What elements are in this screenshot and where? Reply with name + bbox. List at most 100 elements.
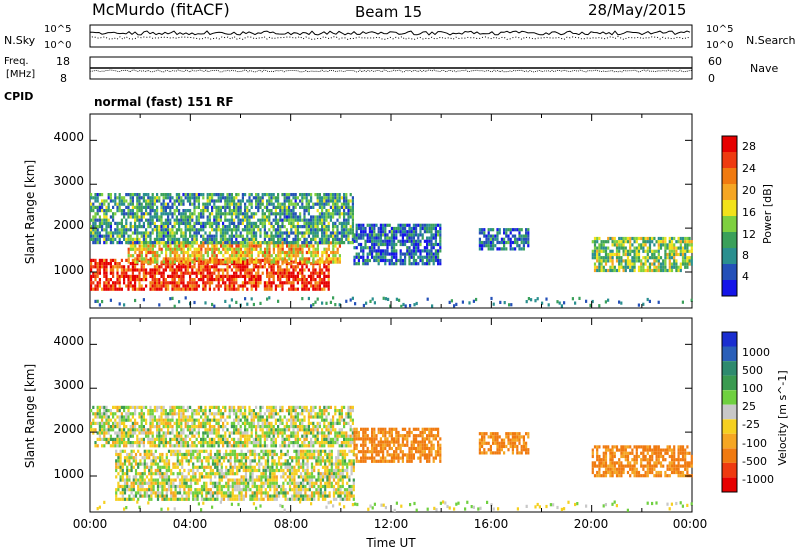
power-cell-near bbox=[332, 296, 335, 300]
power-cell-0 bbox=[167, 284, 170, 288]
power-cell-3 bbox=[357, 258, 360, 263]
power-cell-2 bbox=[140, 196, 143, 200]
power-cell-0 bbox=[153, 284, 156, 288]
power-cell-0 bbox=[180, 262, 183, 266]
power-cell-near bbox=[158, 303, 161, 307]
vel-cell-0 bbox=[156, 468, 160, 473]
power-cell-3 bbox=[368, 252, 371, 256]
power-cell-3 bbox=[419, 258, 422, 263]
power-cell-near bbox=[510, 303, 513, 307]
power-cell-2 bbox=[96, 241, 99, 245]
vel-cell-0 bbox=[167, 484, 171, 489]
power-cell-0 bbox=[296, 262, 299, 266]
power-cell-5 bbox=[684, 252, 687, 257]
power-cell-2 bbox=[257, 241, 260, 245]
vel-cell-0 bbox=[150, 462, 153, 466]
power-cell-3 bbox=[373, 233, 376, 237]
power-cell-0 bbox=[112, 284, 115, 288]
power-cell-near bbox=[123, 303, 126, 307]
power-cell-1 bbox=[266, 244, 269, 248]
power-cell-2 bbox=[340, 196, 343, 200]
vel-cell-0 bbox=[297, 481, 300, 485]
vel-cell-0 bbox=[282, 488, 285, 492]
power-cell-2 bbox=[173, 225, 176, 229]
power-cell-2 bbox=[340, 202, 343, 206]
power-cell-2 bbox=[131, 209, 134, 213]
power-cell-0 bbox=[182, 287, 185, 291]
vel-cell-0 bbox=[321, 449, 325, 453]
power-cell-0 bbox=[241, 287, 244, 291]
vel-cell-0 bbox=[152, 478, 155, 482]
vel-cell-0 bbox=[165, 468, 168, 473]
power-cell-3 bbox=[353, 262, 356, 266]
power-cell-5 bbox=[670, 265, 674, 269]
power-cell-2 bbox=[270, 209, 273, 213]
power-cell-2 bbox=[299, 215, 302, 219]
power-cell-1 bbox=[257, 254, 260, 258]
power-cell-3 bbox=[382, 255, 385, 259]
power-cell-0 bbox=[239, 268, 242, 272]
power-cell-1 bbox=[156, 257, 159, 261]
power-cell-4 bbox=[498, 228, 501, 232]
power-cell-0 bbox=[327, 268, 330, 272]
power-cell-2 bbox=[281, 231, 284, 235]
vel-cell-0 bbox=[293, 468, 296, 473]
power-cell-2 bbox=[252, 212, 255, 216]
vel-cell-0 bbox=[178, 449, 182, 453]
power-cell-5 bbox=[624, 259, 627, 263]
power-cell-0 bbox=[92, 287, 95, 291]
vel-cell-0 bbox=[216, 494, 219, 498]
power-cell-2 bbox=[131, 215, 134, 219]
power-cell-0 bbox=[296, 287, 299, 291]
power-cell-2 bbox=[147, 202, 150, 206]
power-cell-5 bbox=[615, 240, 619, 244]
power-cell-0 bbox=[123, 278, 126, 282]
vel-cell-0 bbox=[266, 465, 270, 469]
vel-cell-0 bbox=[284, 497, 287, 501]
vel-cell-0 bbox=[328, 456, 331, 460]
vel-cell-0 bbox=[251, 484, 254, 489]
power-cell-0 bbox=[178, 274, 181, 278]
vel-cell-0 bbox=[137, 462, 140, 466]
power-cell-2 bbox=[151, 196, 154, 200]
power-cell-0 bbox=[107, 262, 110, 266]
power-cell-0 bbox=[90, 262, 93, 266]
power-cell-3 bbox=[373, 246, 376, 250]
vel-cell-0 bbox=[161, 465, 164, 469]
power-cell-3 bbox=[432, 226, 435, 231]
power-cell-0 bbox=[327, 284, 330, 288]
vel-cell-0 bbox=[214, 497, 217, 501]
power-cell-near bbox=[453, 304, 456, 308]
power-cell-2 bbox=[184, 193, 187, 197]
power-cell-5 bbox=[629, 240, 632, 244]
power-cell-3 bbox=[390, 233, 393, 237]
vel-cell-0 bbox=[255, 488, 259, 492]
power-cell-2 bbox=[226, 199, 229, 203]
vel-cell-0 bbox=[317, 484, 320, 489]
power-cell-5 bbox=[651, 249, 654, 253]
power-cell-3 bbox=[379, 223, 382, 227]
vel-cell-0 bbox=[291, 468, 294, 473]
vel-cell-0 bbox=[150, 465, 153, 469]
power-cell-2 bbox=[138, 231, 141, 235]
power-cell-5 bbox=[662, 262, 665, 266]
vel-cell-0 bbox=[324, 468, 327, 473]
power-cell-2 bbox=[343, 231, 346, 235]
power-cell-2 bbox=[252, 241, 255, 245]
power-cell-2 bbox=[173, 221, 176, 225]
power-cell-5 bbox=[644, 256, 647, 260]
power-cell-2 bbox=[186, 237, 189, 241]
vel-cell-0 bbox=[242, 481, 245, 485]
vel-cell-0 bbox=[324, 452, 327, 457]
power-cell-2 bbox=[147, 205, 150, 209]
power-cell-1 bbox=[301, 250, 304, 255]
power-cell-2 bbox=[329, 205, 332, 209]
power-cell-2 bbox=[235, 234, 238, 238]
power-cell-1 bbox=[160, 260, 163, 264]
power-cell-0 bbox=[259, 278, 262, 282]
power-cell-0 bbox=[266, 281, 269, 285]
power-cell-2 bbox=[184, 215, 187, 219]
vel-cell-0 bbox=[310, 452, 314, 457]
power-cell-5 bbox=[681, 262, 685, 266]
power-cell-2 bbox=[329, 196, 332, 200]
